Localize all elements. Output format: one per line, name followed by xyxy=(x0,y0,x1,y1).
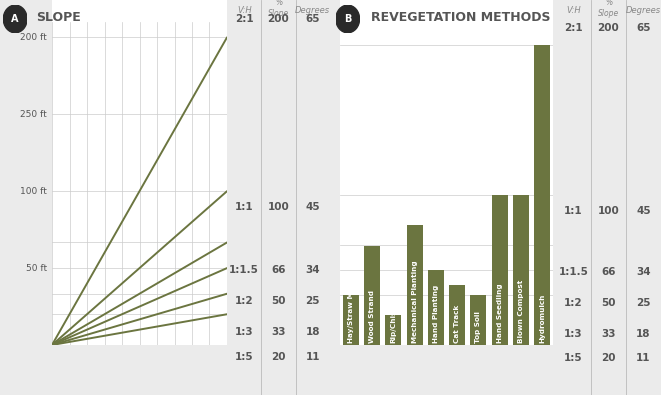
Text: 18: 18 xyxy=(305,327,320,337)
Text: 1:2: 1:2 xyxy=(564,298,583,308)
Text: 1:3: 1:3 xyxy=(235,327,253,337)
Bar xyxy=(342,295,359,345)
Text: 45: 45 xyxy=(305,202,320,212)
Text: V:H: V:H xyxy=(237,6,251,15)
Text: SLOPE: SLOPE xyxy=(36,11,81,24)
Text: 1:5: 1:5 xyxy=(564,353,583,363)
Text: 50: 50 xyxy=(271,296,286,306)
Text: 2:1: 2:1 xyxy=(564,23,583,32)
Text: 2:1: 2:1 xyxy=(235,14,253,24)
Text: 100 ft: 100 ft xyxy=(20,187,47,196)
Text: 100: 100 xyxy=(268,202,290,212)
Text: Hand Planting: Hand Planting xyxy=(433,284,439,343)
Text: Degrees: Degrees xyxy=(295,6,330,15)
Bar xyxy=(407,225,422,345)
Text: Degrees: Degrees xyxy=(626,6,661,15)
Text: Cat Track: Cat Track xyxy=(454,305,460,343)
Text: %
Slope: % Slope xyxy=(268,0,289,17)
Text: 1:1.5: 1:1.5 xyxy=(559,267,588,277)
Text: 65: 65 xyxy=(637,23,650,32)
Text: 33: 33 xyxy=(271,327,286,337)
Text: 66: 66 xyxy=(271,265,286,275)
Text: 250 ft: 250 ft xyxy=(20,110,47,119)
Text: 45: 45 xyxy=(636,206,651,216)
Text: Blown Compost: Blown Compost xyxy=(518,280,524,343)
Text: Hay/Straw Mulch: Hay/Straw Mulch xyxy=(348,274,354,343)
Text: Hand Seedling: Hand Seedling xyxy=(497,283,503,343)
Text: 50: 50 xyxy=(602,298,616,308)
Text: 1:2: 1:2 xyxy=(235,296,253,306)
Text: 100: 100 xyxy=(598,206,619,216)
Text: 18: 18 xyxy=(637,329,650,339)
Circle shape xyxy=(3,5,27,33)
Text: 1:1: 1:1 xyxy=(235,202,253,212)
Text: Rip/Chisel: Rip/Chisel xyxy=(390,302,396,343)
Text: 25: 25 xyxy=(305,296,320,306)
Bar xyxy=(428,270,444,345)
Text: Mechanical Planting: Mechanical Planting xyxy=(412,260,418,343)
Text: V:H: V:H xyxy=(566,6,581,15)
Text: 11: 11 xyxy=(637,353,650,363)
Text: 65: 65 xyxy=(305,14,320,24)
Text: 200: 200 xyxy=(268,14,290,24)
Bar xyxy=(534,45,551,345)
Bar xyxy=(513,195,529,345)
Text: 1:5: 1:5 xyxy=(235,352,253,362)
Text: REVEGETATION METHODS: REVEGETATION METHODS xyxy=(371,11,551,24)
Text: 1:1.5: 1:1.5 xyxy=(229,265,259,275)
Text: 11: 11 xyxy=(305,352,320,362)
Text: A: A xyxy=(11,14,19,24)
Circle shape xyxy=(336,5,360,33)
Text: B: B xyxy=(344,14,352,24)
Bar xyxy=(471,295,486,345)
Text: Top Soil: Top Soil xyxy=(475,311,481,343)
Text: Hydromulch: Hydromulch xyxy=(539,293,545,343)
Text: 33: 33 xyxy=(602,329,616,339)
Text: 25: 25 xyxy=(637,298,650,308)
Text: 20: 20 xyxy=(602,353,616,363)
Text: 1:3: 1:3 xyxy=(564,329,583,339)
Text: 200 ft: 200 ft xyxy=(20,33,47,42)
Text: 200: 200 xyxy=(598,23,619,32)
Text: 50 ft: 50 ft xyxy=(26,263,47,273)
Text: %
Slope: % Slope xyxy=(598,0,619,17)
Bar xyxy=(364,246,380,345)
Text: 1:1: 1:1 xyxy=(564,206,583,216)
Text: 34: 34 xyxy=(636,267,651,277)
Bar xyxy=(492,195,508,345)
Text: Wood Strand: Wood Strand xyxy=(369,290,375,343)
Text: 34: 34 xyxy=(305,265,320,275)
Bar xyxy=(449,285,465,345)
Text: 66: 66 xyxy=(602,267,616,277)
Text: 20: 20 xyxy=(271,352,286,362)
Bar xyxy=(385,315,401,345)
